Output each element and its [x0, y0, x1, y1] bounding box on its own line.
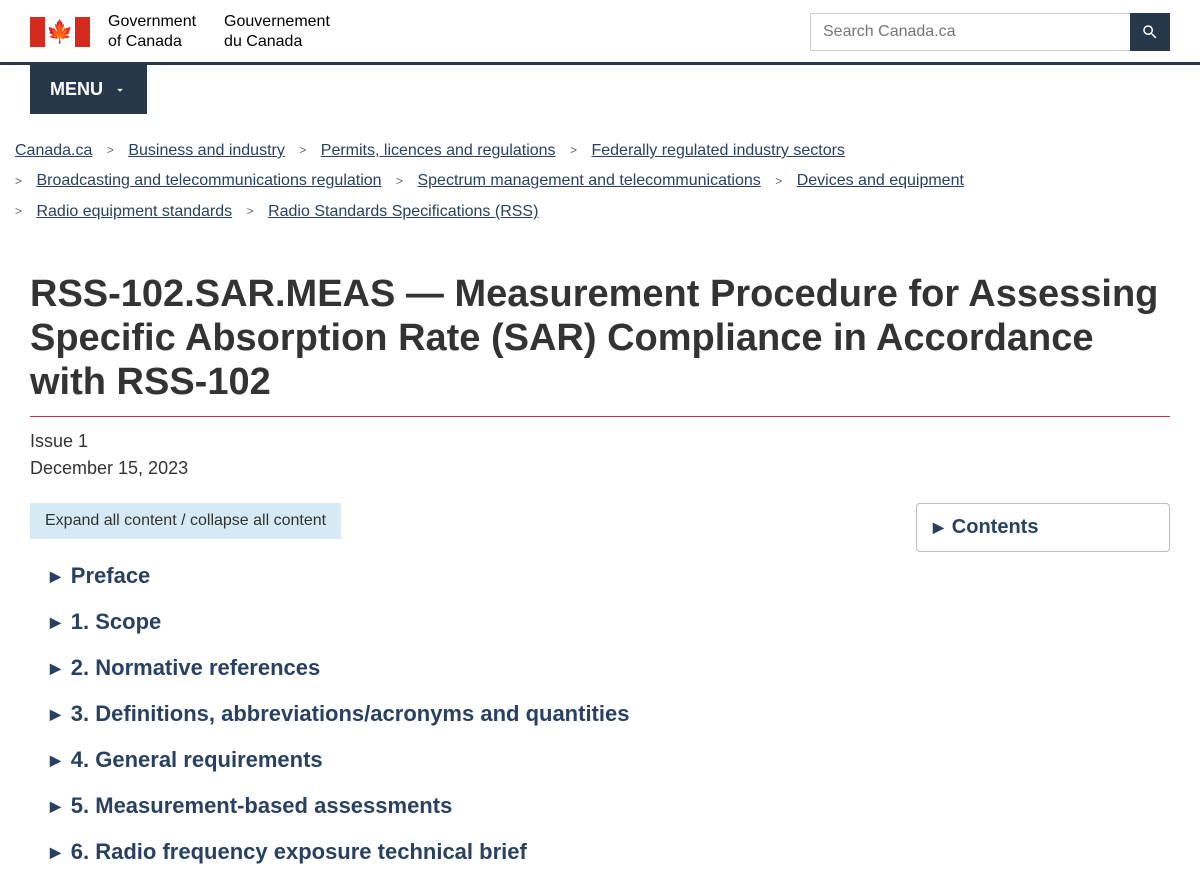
gov-canada-brand: 🍁 Government of Canada Gouvernement du C… — [30, 12, 330, 52]
breadcrumb-link[interactable]: Devices and equipment — [797, 172, 964, 189]
chevron-down-icon — [113, 83, 127, 97]
section-label: 5. Measurement-based assessments — [71, 793, 453, 819]
section-label: 2. Normative references — [71, 655, 320, 681]
section-toggle[interactable]: ▶ 1. Scope — [30, 599, 886, 645]
triangle-right-icon: ▶ — [50, 660, 61, 677]
search-icon — [1141, 23, 1159, 41]
section-list: ▶ Preface ▶ 1. Scope ▶ 2. Normative referen… — [30, 553, 886, 875]
section-toggle[interactable]: ▶ 6. Radio frequency exposure technical b… — [30, 829, 886, 875]
contents-panel: ▶ Contents — [916, 503, 1170, 552]
triangle-right-icon: ▶ — [50, 706, 61, 723]
breadcrumb-separator: > — [247, 200, 254, 223]
breadcrumb-link[interactable]: Radio equipment standards — [36, 203, 232, 220]
breadcrumb-link[interactable]: Permits, licences and regulations — [321, 142, 556, 159]
search-button[interactable] — [1130, 13, 1170, 51]
brand-text-fr: Gouvernement du Canada — [224, 12, 330, 52]
section-label: 4. General requirements — [71, 747, 323, 773]
breadcrumb-separator: > — [15, 170, 22, 193]
triangle-right-icon: ▶ — [50, 614, 61, 631]
page-title: RSS-102.SAR.MEAS — Measurement Procedure… — [30, 273, 1170, 417]
breadcrumb-separator: > — [396, 170, 403, 193]
breadcrumb: Canada.ca > Business and industry > Perm… — [15, 114, 1185, 235]
section-toggle[interactable]: ▶ 3. Definitions, abbreviations/acronyms … — [30, 691, 886, 737]
canada-flag-icon: 🍁 — [30, 17, 90, 47]
issue-label: Issue 1 — [30, 431, 1170, 452]
breadcrumb-link[interactable]: Canada.ca — [15, 142, 92, 159]
breadcrumb-link[interactable]: Spectrum management and telecommunicatio… — [417, 172, 760, 189]
triangle-right-icon: ▶ — [50, 798, 61, 815]
breadcrumb-separator: > — [570, 139, 577, 162]
expand-collapse-button[interactable]: Expand all content / collapse all conten… — [30, 503, 341, 539]
contents-label: Contents — [952, 516, 1039, 539]
section-label: 3. Definitions, abbreviations/acronyms a… — [71, 701, 630, 727]
main-menu-button[interactable]: MENU — [30, 65, 147, 114]
breadcrumb-separator: > — [775, 170, 782, 193]
section-toggle[interactable]: ▶ 4. General requirements — [30, 737, 886, 783]
breadcrumb-link[interactable]: Radio Standards Specifications (RSS) — [268, 203, 538, 220]
search-input[interactable] — [810, 13, 1130, 51]
section-label: Preface — [71, 563, 151, 589]
triangle-right-icon: ▶ — [50, 568, 61, 585]
menu-label: MENU — [50, 79, 103, 100]
section-label: 6. Radio frequency exposure technical br… — [71, 839, 527, 865]
section-toggle[interactable]: ▶ 5. Measurement-based assessments — [30, 783, 886, 829]
brand-text-en: Government of Canada — [108, 12, 196, 52]
section-label: 1. Scope — [71, 609, 161, 635]
contents-toggle[interactable]: ▶ Contents — [933, 516, 1153, 539]
breadcrumb-link[interactable]: Federally regulated industry sectors — [591, 142, 844, 159]
triangle-right-icon: ▶ — [50, 752, 61, 769]
triangle-right-icon: ▶ — [50, 844, 61, 861]
publish-date: December 15, 2023 — [30, 458, 1170, 479]
breadcrumb-separator: > — [299, 139, 306, 162]
breadcrumb-link[interactable]: Business and industry — [128, 142, 285, 159]
section-toggle[interactable]: ▶ Preface — [30, 553, 886, 599]
section-toggle[interactable]: ▶ 2. Normative references — [30, 645, 886, 691]
breadcrumb-link[interactable]: Broadcasting and telecommunications regu… — [36, 172, 381, 189]
site-search — [810, 13, 1170, 51]
breadcrumb-separator: > — [15, 200, 22, 223]
breadcrumb-separator: > — [107, 139, 114, 162]
triangle-right-icon: ▶ — [933, 519, 944, 536]
